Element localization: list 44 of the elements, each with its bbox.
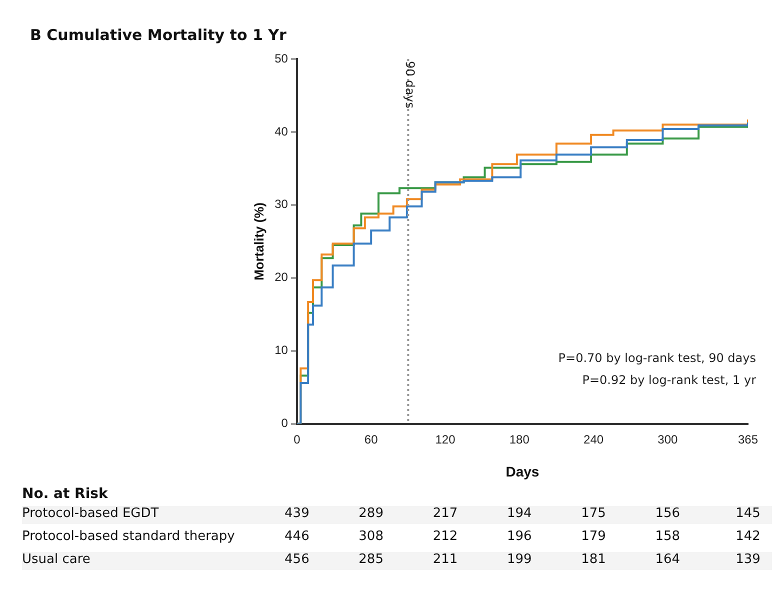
x-tick-label: 120 [435, 432, 456, 446]
y-tick-label: 40 [274, 124, 288, 138]
y-axis-title: Mortality (%) [251, 202, 266, 280]
x-tick-label: 300 [658, 432, 678, 446]
text: 289 [358, 506, 384, 521]
text: 217 [432, 506, 458, 521]
text: 158 [655, 529, 680, 544]
text: 456 [284, 552, 310, 567]
text: No. at Risk [22, 486, 109, 504]
text: 308 [358, 529, 384, 544]
text: B Cumulative Mortality to 1 Yr [30, 26, 286, 44]
y-tick-label: 20 [274, 270, 288, 284]
annotation: P=0.92 by log-rank test, 1 yr [582, 372, 756, 387]
x-tick-label: 60 [364, 432, 378, 446]
x-tick-label: 365 [738, 432, 758, 446]
text: 439 [284, 506, 310, 521]
text: Protocol-based EGDT [22, 506, 159, 521]
text: Usual care [22, 552, 90, 567]
y-tick-label: 50 [274, 51, 288, 66]
text: 446 [284, 529, 310, 544]
text: 139 [736, 552, 760, 567]
text: 212 [432, 529, 458, 544]
text: 196 [506, 529, 532, 544]
ref-line-label: 90 days [403, 61, 418, 108]
x-tick-label: 240 [584, 432, 604, 446]
x-tick-label: 0 [294, 432, 301, 446]
text: 199 [506, 552, 532, 567]
text: 285 [358, 552, 384, 567]
x-axis-title: Days [506, 463, 540, 480]
text: 156 [655, 506, 680, 521]
y-tick-label: 30 [274, 197, 288, 212]
x-tick-label: 180 [509, 432, 530, 446]
text: 179 [581, 529, 606, 544]
text: Protocol-based standard therapy [22, 529, 235, 544]
text: 194 [506, 506, 532, 521]
text: 211 [432, 552, 458, 567]
annotation: P=0.70 by log-rank test, 90 days [558, 350, 756, 365]
text: 175 [581, 506, 606, 521]
y-tick-label: 0 [281, 416, 288, 430]
text: 142 [736, 529, 760, 544]
text: 145 [736, 506, 760, 521]
text: 164 [655, 552, 680, 567]
y-tick-label: 10 [274, 343, 288, 358]
text: 181 [581, 552, 606, 567]
